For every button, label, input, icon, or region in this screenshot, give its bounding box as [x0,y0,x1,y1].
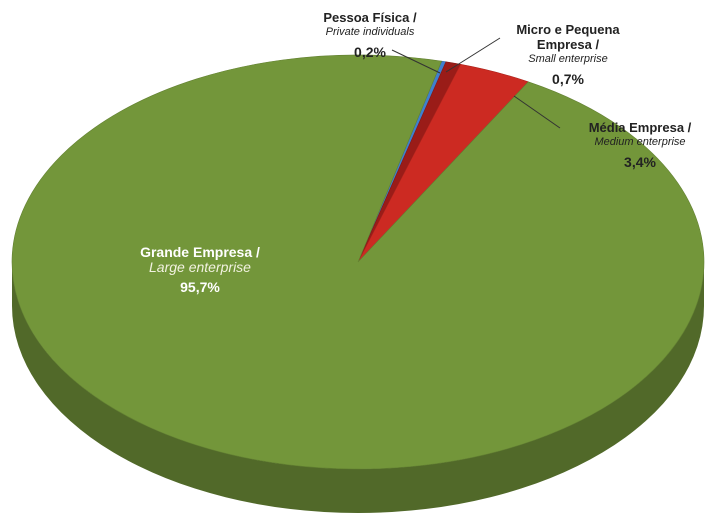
category-name-en: Medium enterprise [594,136,686,148]
category-name-en: Large enterprise [149,259,251,275]
leader-line [445,37,501,73]
value-label: 0,2% [354,44,386,60]
category-name: Micro e Pequena Empresa / [516,22,620,52]
value-label: 95,7% [180,279,220,295]
slice-label: Grande Empresa / Large enterprise 95,7% [90,245,310,295]
category-name: Média Empresa / [588,120,692,135]
leader-line [513,95,561,129]
pie-side [12,262,704,513]
value-label: 0,7% [552,71,584,87]
category-name-en: Small enterprise [528,53,608,65]
value-label: 3,4% [624,154,656,170]
slice-label: Média Empresa / Medium enterprise 3,4% [560,120,718,170]
slice-label: Pessoa Física / Private individuals 0,2% [295,10,445,60]
slice-label: Micro e Pequena Empresa / Small enterpris… [493,22,643,87]
leader-line [391,49,441,74]
category-name: Grande Empresa / [140,244,260,260]
category-name: Pessoa Física / [323,10,417,25]
category-name-en: Private individuals [325,26,415,38]
pie-slice [11,54,705,470]
